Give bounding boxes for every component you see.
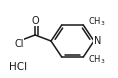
Text: O: O — [31, 16, 39, 26]
Text: CH$_3$: CH$_3$ — [88, 54, 106, 66]
Text: CH$_3$: CH$_3$ — [88, 16, 106, 28]
Text: N: N — [94, 36, 101, 46]
Text: Cl: Cl — [14, 39, 24, 49]
Text: HCl: HCl — [9, 62, 27, 72]
